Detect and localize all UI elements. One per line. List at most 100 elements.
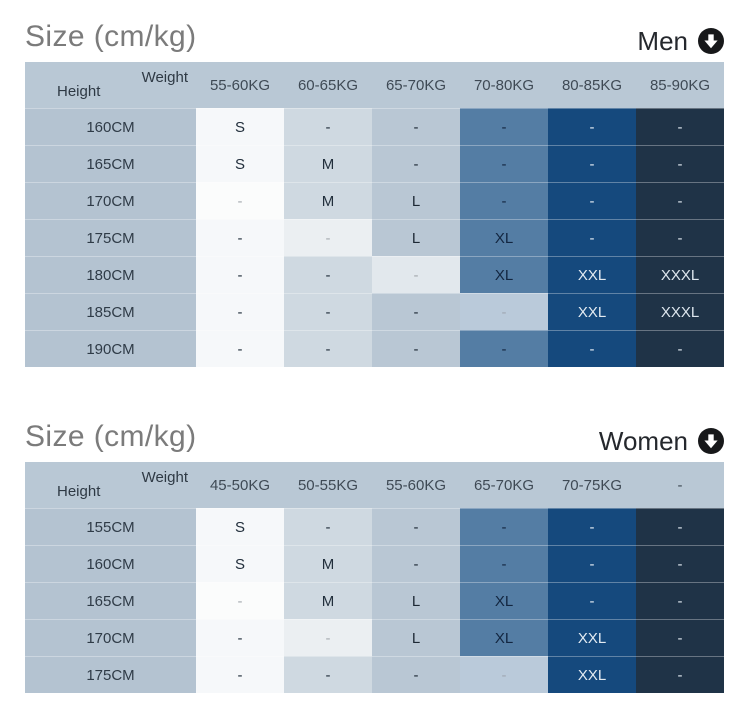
size-cell: - — [284, 108, 372, 145]
size-cell: - — [196, 293, 284, 330]
size-cell: - — [284, 330, 372, 367]
size-cell: M — [284, 582, 372, 619]
size-cell: - — [636, 108, 724, 145]
size-cell: - — [636, 619, 724, 656]
size-cell: - — [548, 582, 636, 619]
weight-header-cell: 60-65KG — [284, 62, 372, 108]
size-cell: - — [636, 545, 724, 582]
height-row-label: 160CM — [25, 108, 196, 145]
size-cell: - — [548, 545, 636, 582]
height-row-label: 180CM — [25, 256, 196, 293]
size-cell: XXL — [548, 619, 636, 656]
size-cell: - — [196, 256, 284, 293]
weight-header-cell: 65-70KG — [372, 62, 460, 108]
size-cell: - — [372, 330, 460, 367]
size-cell: - — [548, 182, 636, 219]
size-cell: - — [460, 330, 548, 367]
men-group-toggle[interactable]: Men — [637, 28, 724, 54]
size-cell: - — [548, 145, 636, 182]
corner-header-cell: Weight Height — [25, 462, 196, 508]
height-row-label: 190CM — [25, 330, 196, 367]
size-cell: XXL — [548, 256, 636, 293]
men-group-label: Men — [637, 26, 688, 56]
down-arrow-circle-icon — [698, 428, 724, 454]
men-section-title: Size (cm/kg) — [25, 19, 197, 53]
weight-header-cell: - — [636, 462, 724, 508]
size-cell: - — [284, 619, 372, 656]
size-cell: - — [372, 145, 460, 182]
size-cell: L — [372, 182, 460, 219]
men-section-header: Size (cm/kg) Men — [25, 6, 724, 54]
size-cell: - — [548, 219, 636, 256]
size-cell: - — [636, 508, 724, 545]
size-cell: - — [196, 582, 284, 619]
height-row-label: 165CM — [25, 145, 196, 182]
size-cell: M — [284, 145, 372, 182]
size-cell: M — [284, 182, 372, 219]
size-cell: XL — [460, 619, 548, 656]
size-cell: - — [196, 330, 284, 367]
height-row-label: 160CM — [25, 545, 196, 582]
height-row-label: 185CM — [25, 293, 196, 330]
weight-header-cell: 70-80KG — [460, 62, 548, 108]
size-cell: - — [636, 330, 724, 367]
size-cell: - — [372, 108, 460, 145]
size-cell: - — [284, 293, 372, 330]
corner-header-cell: Weight Height — [25, 62, 196, 108]
weight-header-cell: 85-90KG — [636, 62, 724, 108]
women-section-title: Size (cm/kg) — [25, 419, 197, 453]
size-cell: - — [196, 182, 284, 219]
women-group-toggle[interactable]: Women — [599, 428, 724, 454]
height-row-label: 175CM — [25, 219, 196, 256]
size-cell: - — [636, 182, 724, 219]
size-cell: XXL — [548, 293, 636, 330]
size-cell: - — [372, 293, 460, 330]
corner-height-label: Height — [57, 83, 101, 100]
size-cell: XL — [460, 582, 548, 619]
size-cell: S — [196, 508, 284, 545]
corner-height-label: Height — [57, 483, 101, 500]
height-row-label: 175CM — [25, 656, 196, 693]
size-cell: - — [196, 619, 284, 656]
size-cell: L — [372, 619, 460, 656]
women-section-header: Size (cm/kg) Women — [25, 406, 724, 454]
weight-header-cell: 50-55KG — [284, 462, 372, 508]
size-cell: - — [372, 508, 460, 545]
size-cell: - — [460, 145, 548, 182]
size-cell: - — [548, 508, 636, 545]
size-cell: - — [284, 656, 372, 693]
size-cell: - — [636, 582, 724, 619]
weight-header-cell: 55-60KG — [196, 62, 284, 108]
size-cell: - — [196, 656, 284, 693]
height-row-label: 170CM — [25, 182, 196, 219]
weight-header-cell: 45-50KG — [196, 462, 284, 508]
weight-header-cell: 80-85KG — [548, 62, 636, 108]
size-cell: - — [460, 508, 548, 545]
weight-header-cell: 55-60KG — [372, 462, 460, 508]
size-cell: XXXL — [636, 293, 724, 330]
size-cell: - — [460, 293, 548, 330]
corner-weight-label: Weight — [141, 469, 188, 486]
size-cell: XL — [460, 256, 548, 293]
size-cell: - — [636, 145, 724, 182]
size-cell: XXXL — [636, 256, 724, 293]
height-row-label: 170CM — [25, 619, 196, 656]
size-cell: L — [372, 582, 460, 619]
height-row-label: 155CM — [25, 508, 196, 545]
down-arrow-circle-icon — [698, 28, 724, 54]
size-cell: S — [196, 545, 284, 582]
size-cell: - — [636, 656, 724, 693]
size-cell: - — [548, 108, 636, 145]
weight-header-cell: 65-70KG — [460, 462, 548, 508]
women-group-label: Women — [598, 426, 688, 456]
size-cell: - — [460, 108, 548, 145]
weight-header-cell: 70-75KG — [548, 462, 636, 508]
size-cell: L — [372, 219, 460, 256]
size-cell: - — [372, 256, 460, 293]
size-cell: - — [284, 219, 372, 256]
size-cell: - — [284, 508, 372, 545]
size-cell: - — [372, 545, 460, 582]
size-cell: - — [372, 656, 460, 693]
men-size-table: Weight Height 55-60KG 60-65KG 65-70KG 70-80KG… — [25, 62, 724, 367]
